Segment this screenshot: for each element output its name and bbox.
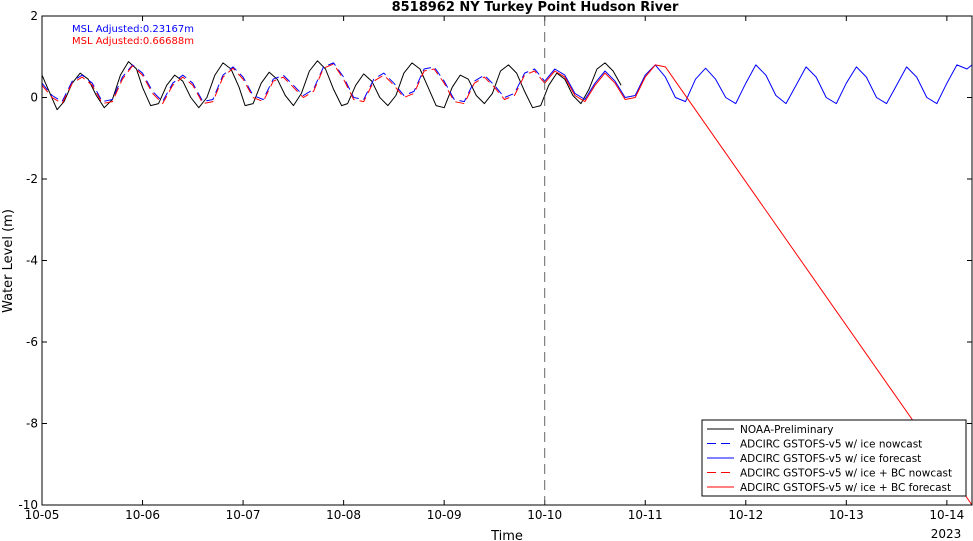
- x-tick-label: 10-09: [427, 508, 462, 522]
- msl-annotation-blue: MSL Adjusted:0.23167m: [72, 24, 194, 35]
- legend-label: ADCIRC GSTOFS-v5 w/ ice forecast: [740, 453, 921, 465]
- series-line-adcirc-gstofs-v5-w-ice-forecast: [544, 64, 973, 105]
- msl-annotation-red: MSL Adjusted:0.66688m: [72, 36, 194, 47]
- x-tick-label: 10-11: [628, 508, 663, 522]
- legend-label: ADCIRC GSTOFS-v5 w/ ice + BC forecast: [740, 482, 951, 494]
- x-tick-label: 10-13: [829, 508, 864, 522]
- legend-label: ADCIRC GSTOFS-v5 w/ ice + BC nowcast: [740, 468, 952, 480]
- y-tick-label: -4: [26, 254, 38, 268]
- y-tick-label: -10: [18, 498, 38, 512]
- series-line-noaa-preliminary: [41, 60, 622, 111]
- y-axis-label: Water Level (m): [1, 209, 16, 313]
- x-tick-label: 10-14: [929, 508, 964, 522]
- y-tick-label: -2: [26, 172, 38, 186]
- series-line-adcirc-gstofs-v5-w-ice-nowcast: [41, 62, 546, 103]
- x-tick-label: 10-05: [25, 508, 60, 522]
- y-tick-label: -6: [26, 335, 38, 349]
- plot-frame: [41, 15, 973, 506]
- y-tick-label: 0: [30, 91, 38, 105]
- y-tick-label: 2: [30, 9, 38, 23]
- x-axis-label: Time: [490, 529, 523, 541]
- legend: NOAA-Preliminary ADCIRC GSTOFS-v5 w/ ice …: [701, 419, 967, 497]
- series-lines: [41, 60, 973, 506]
- legend-box: [701, 419, 967, 497]
- x-year-label: 2023: [931, 527, 962, 541]
- chart-title: 8518962 NY Turkey Point Hudson River: [392, 0, 679, 15]
- legend-label: NOAA-Preliminary: [740, 424, 833, 436]
- x-tick-label: 10-10: [527, 508, 562, 522]
- x-tick-label: 10-07: [226, 508, 261, 522]
- y-tick-label: -8: [26, 417, 38, 431]
- series-line-adcirc-gstofs-v5-w-ice-bc-forecast: [544, 64, 973, 506]
- x-tick-label: 10-12: [728, 508, 763, 522]
- series-line-adcirc-gstofs-v5-w-ice-bc-nowcast: [41, 63, 546, 105]
- legend-label: ADCIRC GSTOFS-v5 w/ ice nowcast: [740, 439, 922, 451]
- x-tick-label: 10-06: [125, 508, 160, 522]
- x-tick-label: 10-08: [326, 508, 361, 522]
